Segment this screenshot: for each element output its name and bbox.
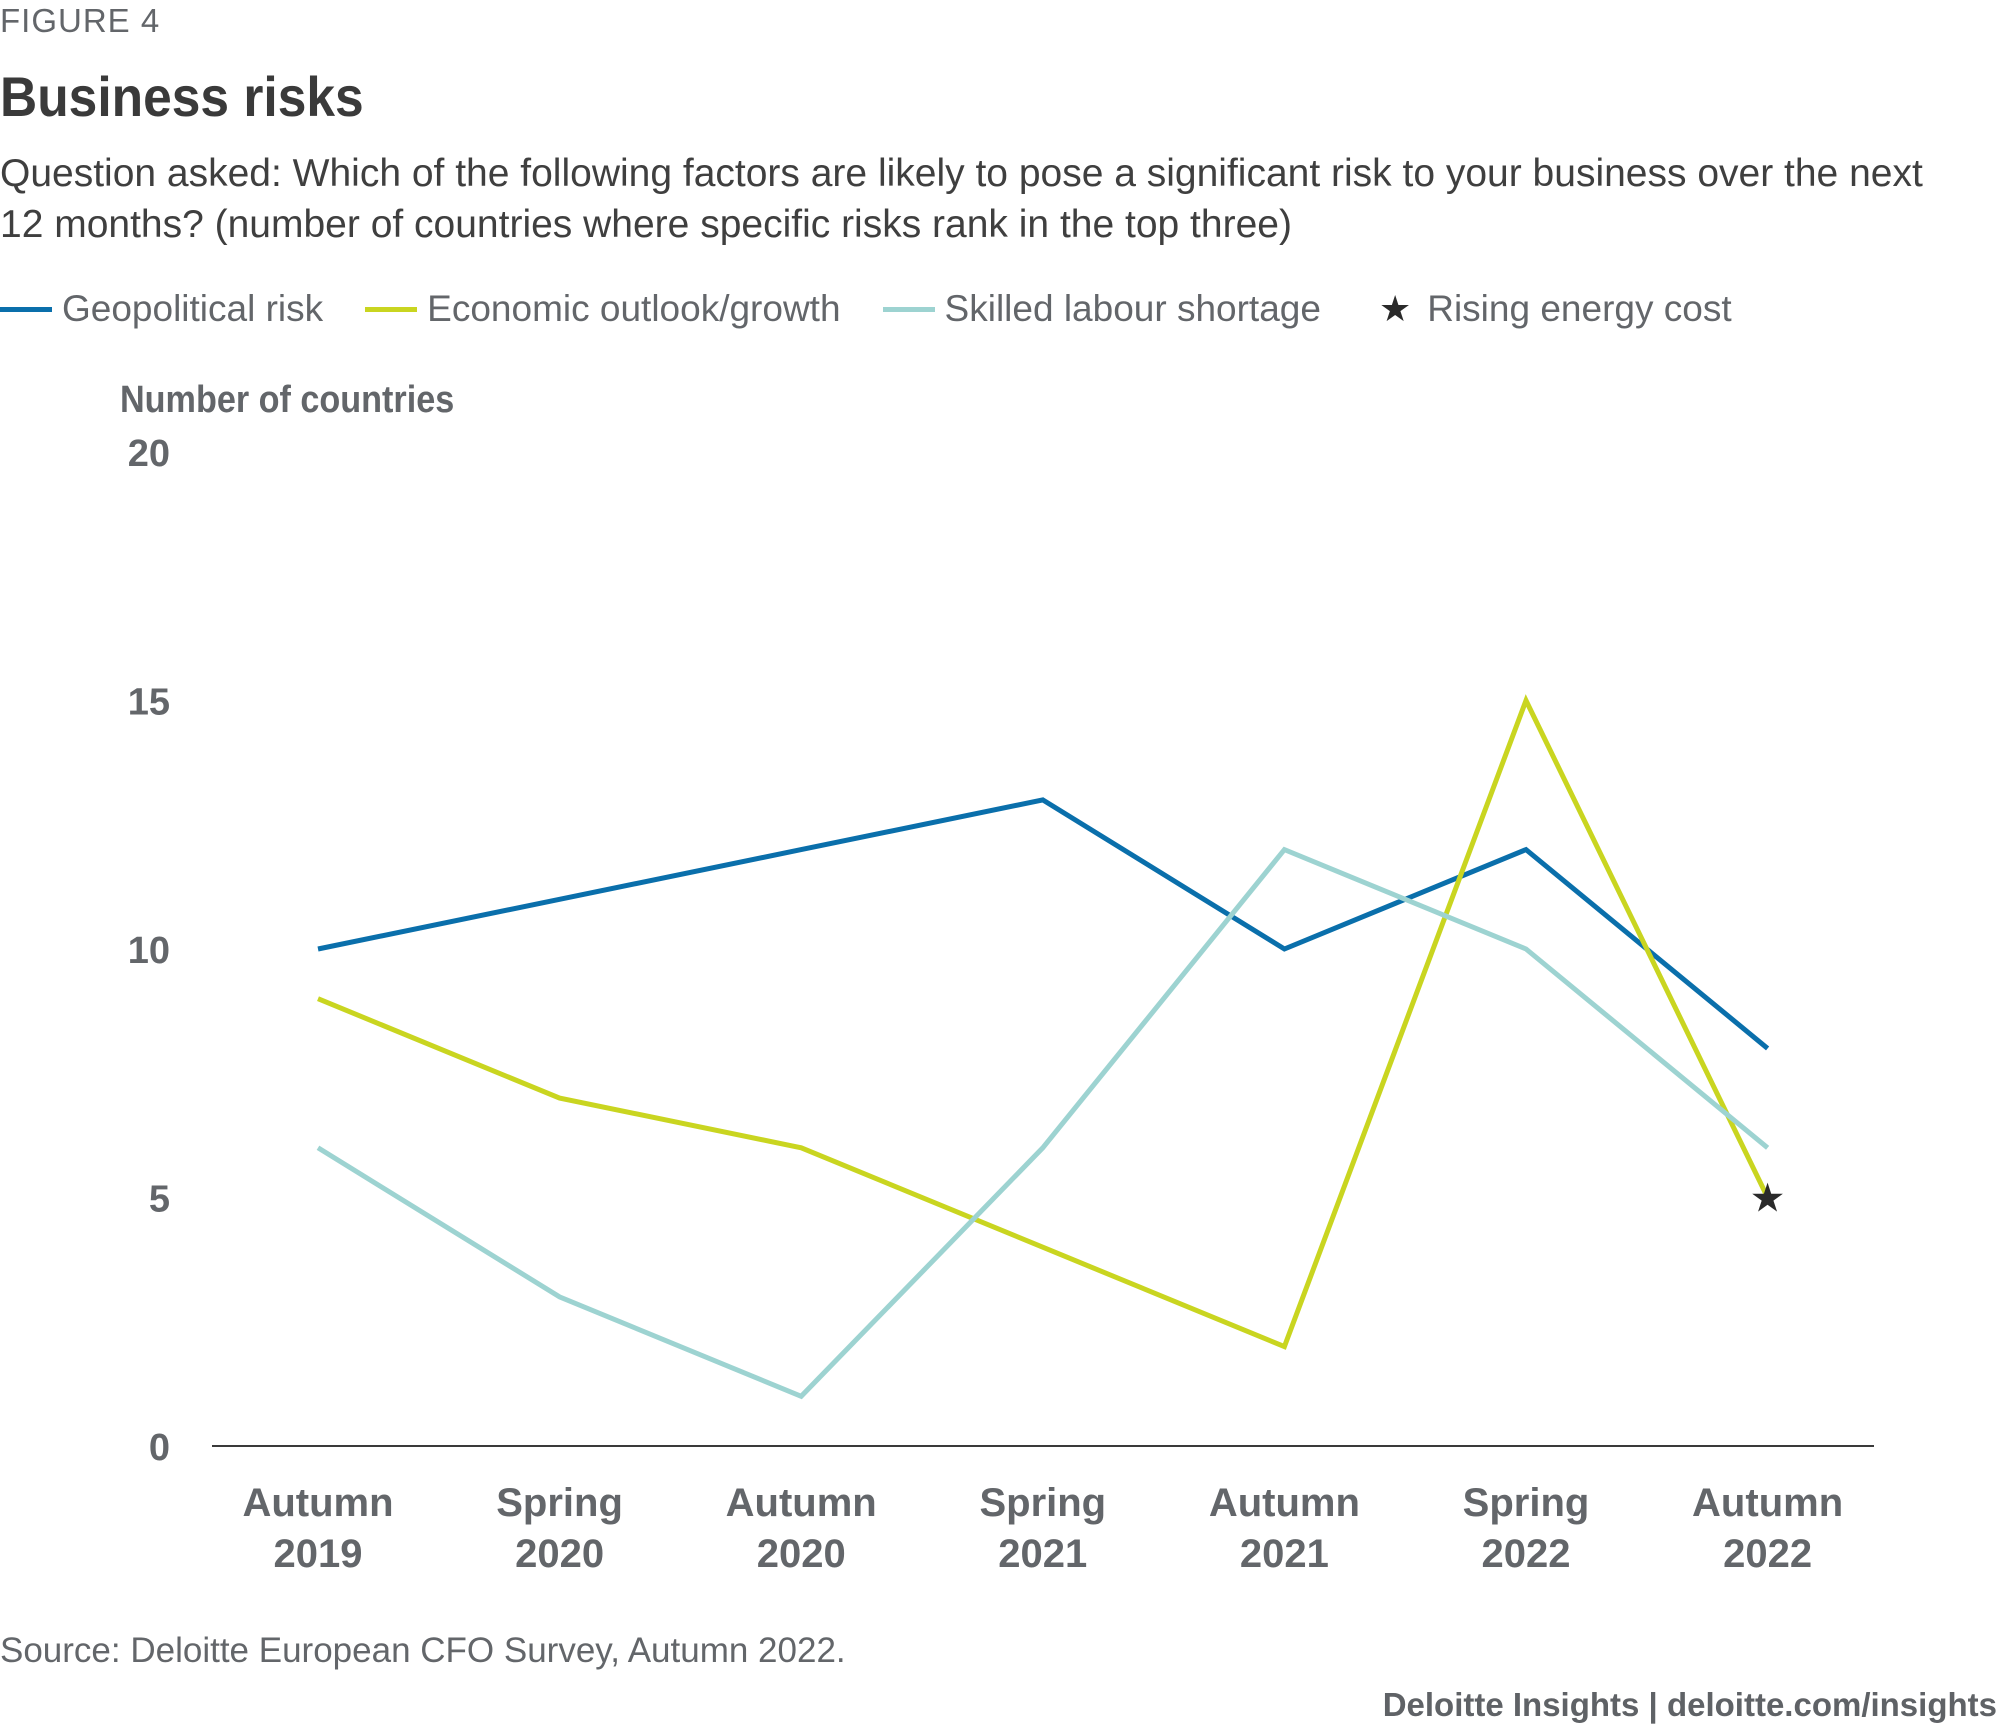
legend-label-geopolitical: Geopolitical risk	[62, 288, 324, 329]
series-lines	[316, 694, 1770, 1400]
x-tick-label: Autumn	[242, 1481, 393, 1525]
legend: Geopolitical risk Economic outlook/growt…	[0, 288, 1774, 330]
legend-item-energy: ★ Rising energy cost	[1363, 288, 1732, 330]
legend-item-skilled: Skilled labour shortage	[882, 288, 1321, 330]
y-tick-label: 15	[128, 682, 170, 724]
legend-label-skilled: Skilled labour shortage	[944, 288, 1321, 329]
legend-item-economic: Economic outlook/growth	[365, 288, 841, 330]
legend-swatch-skilled	[882, 306, 935, 312]
legend-label-economic: Economic outlook/growth	[427, 288, 841, 329]
x-tick-label: 2020	[515, 1532, 604, 1576]
y-tick-label: 5	[149, 1179, 170, 1221]
y-tick-label: 10	[128, 930, 170, 972]
x-tick-label: 2019	[274, 1532, 363, 1576]
x-tick-label: Autumn	[726, 1481, 877, 1525]
y-tick-label: 0	[149, 1427, 170, 1469]
x-tick-label: Spring	[1463, 1481, 1590, 1525]
x-tick-label: Autumn	[1209, 1481, 1360, 1525]
y-tick-label: 20	[128, 433, 170, 475]
x-tick-label: 2021	[998, 1532, 1087, 1576]
x-tick-label: 2021	[1240, 1532, 1329, 1576]
chart-title: Business risks	[0, 65, 364, 128]
source-note: Source: Deloitte European CFO Survey, Au…	[0, 1631, 846, 1670]
x-axis-ticks: Autumn 2019 Spring 2020 Autumn 2020 Spring 2021…	[242, 1481, 1843, 1576]
series-markers: ★	[1750, 1177, 1786, 1221]
x-tick-label: Spring	[979, 1481, 1106, 1525]
series-line-skilled	[316, 846, 1770, 1400]
y-axis-ticks: 0 5 10 15 20	[128, 433, 170, 1469]
series-line-geopolitical	[317, 797, 1770, 1051]
series-line-economic	[317, 694, 1770, 1350]
figure-label: FIGURE 4	[0, 2, 161, 39]
legend-swatch-economic	[365, 306, 418, 312]
legend-label-energy: Rising energy cost	[1427, 288, 1732, 329]
x-tick-label: 2020	[757, 1532, 846, 1576]
chart-subtitle: Question asked: Which of the following f…	[0, 152, 1923, 246]
x-tick-label: Autumn	[1692, 1481, 1843, 1525]
x-tick-label: 2022	[1482, 1532, 1571, 1576]
energy-cost-star-marker: ★	[1750, 1177, 1786, 1221]
star-icon: ★	[1378, 288, 1412, 329]
brand-footer[interactable]: Deloitte Insights | deloitte.com/insight…	[1382, 1686, 1997, 1723]
x-tick-label: 2022	[1723, 1532, 1812, 1576]
legend-item-geopolitical: Geopolitical risk	[0, 288, 323, 330]
x-tick-label: Spring	[496, 1481, 623, 1525]
legend-swatch-geopolitical	[0, 306, 52, 312]
y-axis-label: Number of countries	[120, 377, 454, 420]
